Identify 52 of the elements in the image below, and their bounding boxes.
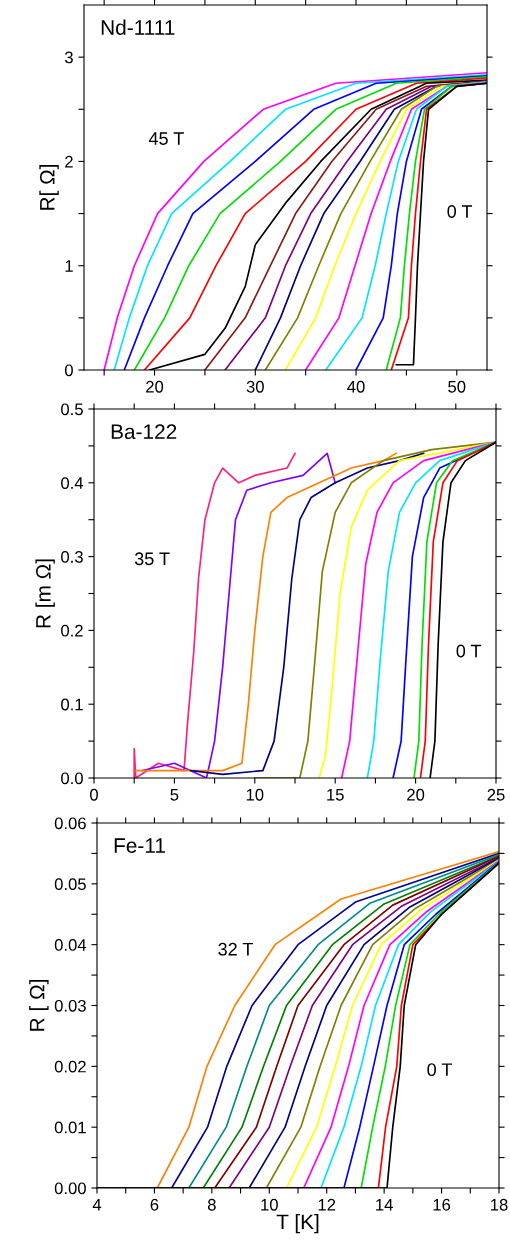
line-series — [133, 452, 296, 778]
y-tick-label: 0.06 — [54, 817, 86, 830]
x-tick-label: 12 — [318, 1198, 336, 1211]
y-tick-label: 3 — [64, 51, 73, 64]
x-tick-label: 15 — [327, 789, 344, 801]
y-axis-title: R [ Ω] — [29, 980, 49, 1031]
annotation: 45 T — [148, 132, 184, 145]
y-tick-label: 0.02 — [54, 1060, 86, 1073]
x-tick-label: 10 — [246, 788, 264, 801]
x-tick-label: 10 — [261, 1198, 278, 1211]
y-tick-label: 0.3 — [61, 551, 83, 563]
x-tick-label: 5 — [170, 789, 179, 801]
text: Ba-122 — [111, 424, 177, 440]
line-series — [134, 452, 398, 772]
y-tick-label: 0.00 — [54, 1182, 86, 1195]
x-tick-label: 18 — [491, 1198, 508, 1211]
x-tick-label: 8 — [207, 1198, 216, 1211]
y-tick-label: 2 — [65, 155, 73, 168]
text: Nd-1111 — [101, 19, 175, 35]
x-tick-label: 20 — [407, 788, 425, 801]
y-tick-label: 0.5 — [61, 403, 83, 416]
y-tick-label: 0.03 — [54, 999, 86, 1012]
y-axis-title: R [m Ω] — [35, 559, 55, 628]
annotation: 0 T — [427, 1063, 452, 1077]
x-tick-label: 14 — [376, 1199, 393, 1211]
x-tick-label: 20 — [146, 380, 164, 393]
x-axis-title: T [K] — [276, 1213, 319, 1234]
x-tick-label: 4 — [92, 1199, 102, 1211]
y-tick-label: 0.05 — [54, 878, 86, 891]
text: Fe-11 — [114, 838, 165, 853]
line-series — [189, 452, 425, 776]
annotation: 0 T — [456, 644, 482, 658]
y-tick-label: 0.4 — [61, 477, 84, 489]
x-tick-label: 50 — [448, 380, 466, 393]
annotation: 35 T — [134, 552, 170, 566]
annotation: 0 T — [447, 205, 473, 218]
y-tick-label: 0.04 — [54, 939, 87, 951]
x-tick-label: 40 — [347, 380, 365, 393]
x-tick-label: 6 — [150, 1198, 159, 1211]
x-tick-label: 30 — [246, 380, 264, 393]
y-tick-label: 0.01 — [54, 1121, 86, 1134]
annotation: 32 T — [218, 942, 253, 956]
x-tick-label: 16 — [433, 1198, 451, 1211]
y-tick-label: 0.1 — [61, 698, 83, 711]
x-tick-label: 25 — [487, 788, 505, 801]
y-tick-label: 0.2 — [61, 624, 83, 637]
y-tick-label: 0 — [64, 364, 73, 377]
y-axis-title: R[ Ω] — [39, 164, 59, 210]
line-series — [366, 441, 496, 778]
y-tick-label: 1 — [65, 260, 73, 272]
y-tick-label: 0.0 — [61, 772, 83, 785]
x-tick-label: 0 — [90, 788, 98, 801]
